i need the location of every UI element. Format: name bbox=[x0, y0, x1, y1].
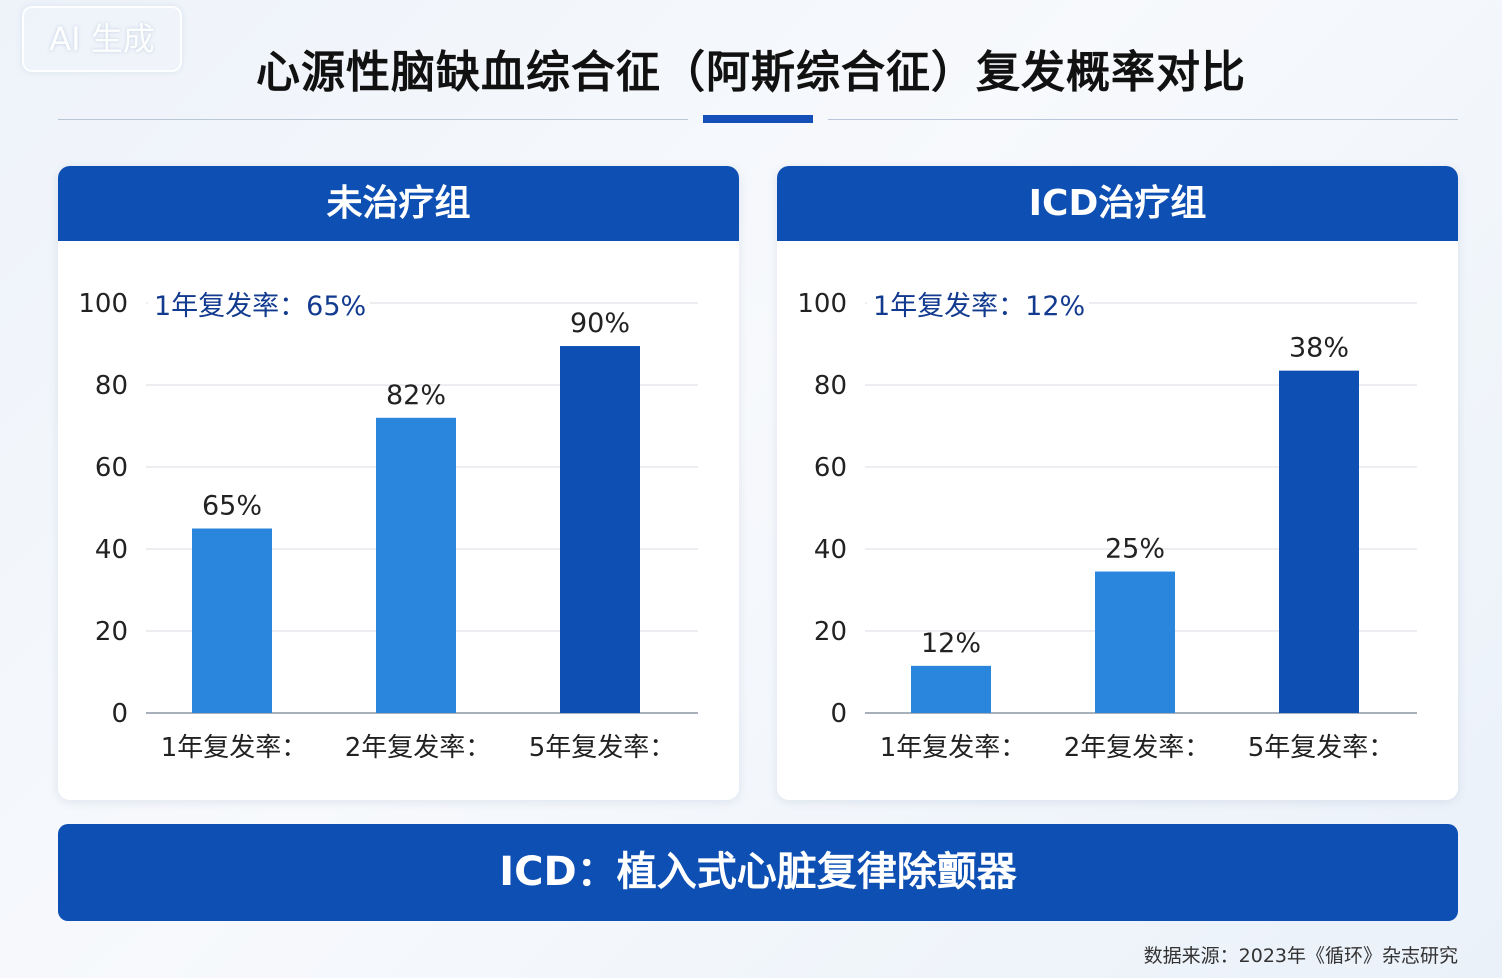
bar bbox=[192, 528, 272, 713]
data-label: 25% bbox=[1105, 534, 1165, 565]
x-category-label: 1年复发率： bbox=[880, 733, 1027, 763]
x-category-label: 5年复发率： bbox=[1248, 733, 1395, 763]
data-label: 82% bbox=[386, 380, 446, 411]
bar bbox=[1279, 370, 1359, 713]
y-tick-label: 80 bbox=[814, 371, 847, 401]
page-title: 心源性脑缺血综合征（阿斯综合征）复发概率对比 bbox=[256, 47, 1246, 98]
x-category-label: 5年复发率： bbox=[529, 733, 676, 763]
y-tick-label: 60 bbox=[95, 453, 128, 483]
bar bbox=[560, 346, 640, 713]
y-tick-label: 100 bbox=[797, 289, 847, 319]
data-source-note: 数据来源：2023年《循环》杂志研究 bbox=[1143, 945, 1458, 967]
icd-group-chart: 0 20 40 60 80 100 1年复发率：12% 12% 1年复发率： 25% 2年复发率： 3… bbox=[797, 286, 1417, 763]
annotation-background bbox=[867, 286, 1089, 320]
bar bbox=[376, 417, 456, 713]
untreated-group-chart: 0 20 40 60 80 100 1年复发率：65% 65% 1年复发率： 82% 2年复发率： 9… bbox=[78, 286, 698, 763]
x-category-label: 2年复发率： bbox=[1064, 733, 1211, 763]
x-category-label: 2年复发率： bbox=[345, 733, 492, 763]
icd-group-panel: 0 20 40 60 80 100 1年复发率：12% 12% 1年复发率： 25% 2年复发率： 3… bbox=[777, 166, 1458, 800]
untreated-group-panel: 0 20 40 60 80 100 1年复发率：65% 65% 1年复发率： 82% 2年复发率： 9… bbox=[58, 166, 739, 800]
title-divider-right bbox=[828, 119, 1458, 120]
y-tick-label: 20 bbox=[814, 617, 847, 647]
y-tick-label: 60 bbox=[814, 453, 847, 483]
y-tick-label: 0 bbox=[111, 699, 128, 729]
title-accent-bar bbox=[703, 115, 813, 123]
y-tick-label: 100 bbox=[78, 289, 128, 319]
untreated-group-header: 未治疗组 bbox=[58, 166, 739, 241]
y-tick-label: 0 bbox=[830, 699, 847, 729]
data-label: 90% bbox=[570, 308, 630, 339]
ai-generated-watermark: AI 生成 bbox=[22, 6, 182, 72]
y-tick-label: 80 bbox=[95, 371, 128, 401]
y-tick-label: 20 bbox=[95, 617, 128, 647]
bar bbox=[1095, 571, 1175, 713]
annotation-background bbox=[148, 286, 370, 320]
one-year-rate-annotation: 1年复发率：65% bbox=[154, 291, 366, 322]
icd-group-header: ICD治疗组 bbox=[777, 166, 1458, 241]
data-label: 12% bbox=[921, 628, 981, 659]
bar bbox=[911, 665, 991, 713]
y-tick-label: 40 bbox=[814, 535, 847, 565]
y-tick-label: 40 bbox=[95, 535, 128, 565]
icd-definition-banner: ICD：植入式心脏复律除颤器 bbox=[58, 824, 1458, 921]
title-divider-left bbox=[58, 119, 688, 120]
x-category-label: 1年复发率： bbox=[161, 733, 308, 763]
data-label: 38% bbox=[1289, 333, 1349, 364]
one-year-rate-annotation: 1年复发率：12% bbox=[873, 291, 1085, 322]
data-label: 65% bbox=[202, 491, 262, 522]
